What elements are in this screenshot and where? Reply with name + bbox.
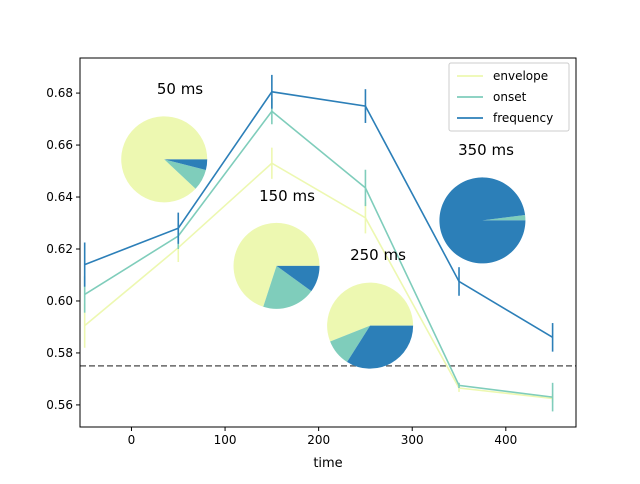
pie-chart (121, 116, 208, 203)
pie-chart (439, 177, 526, 264)
pie-chart (327, 282, 414, 369)
x-axis-label: time (313, 456, 342, 471)
pie-slice-frequency (439, 177, 526, 264)
pie-slice-onset (164, 159, 206, 189)
x-tick-label: 200 (307, 433, 330, 447)
pie-label: 50 ms (157, 80, 203, 98)
pie-slice-onset (482, 215, 526, 221)
legend-label-frequency: frequency (493, 111, 553, 125)
y-tick-label: 0.60 (46, 294, 73, 308)
pie-slice-onset (330, 325, 371, 362)
y-tick-label: 0.66 (46, 138, 73, 152)
pie-slice-envelope (121, 116, 208, 203)
pie-label: 350 ms (458, 141, 514, 159)
x-tick-label: 0 (128, 433, 136, 447)
pie-label: 250 ms (350, 246, 406, 264)
legend-box (448, 62, 570, 132)
y-tick-label: 0.62 (46, 242, 73, 256)
legend-label-onset: onset (493, 90, 527, 104)
y-tick-label: 0.58 (46, 346, 73, 360)
pie-slice-envelope (327, 282, 414, 342)
pie-slice-frequency (276, 265, 320, 292)
series-line-frequency (84, 90, 554, 339)
legend: envelope onset frequency (448, 62, 570, 132)
y-tick-label: 0.56 (46, 398, 73, 412)
x-tick-label: 300 (401, 433, 424, 447)
y-tick-label: 0.68 (46, 86, 73, 100)
x-tick-label: 100 (214, 433, 237, 447)
y-tick-label: 0.64 (46, 190, 73, 204)
pie-slice-frequency (347, 325, 414, 369)
plot-frame (79, 57, 577, 428)
series-line-envelope (84, 162, 553, 400)
pie-slice-frequency (164, 159, 208, 171)
pie-slice-envelope (233, 222, 320, 307)
legend-label-envelope: envelope (493, 69, 548, 83)
x-tick-label: 400 (494, 433, 517, 447)
series-line-onset (84, 110, 553, 398)
pie-label: 150 ms (259, 187, 315, 205)
pie-slice-onset (263, 265, 312, 309)
pie-chart (233, 222, 320, 309)
